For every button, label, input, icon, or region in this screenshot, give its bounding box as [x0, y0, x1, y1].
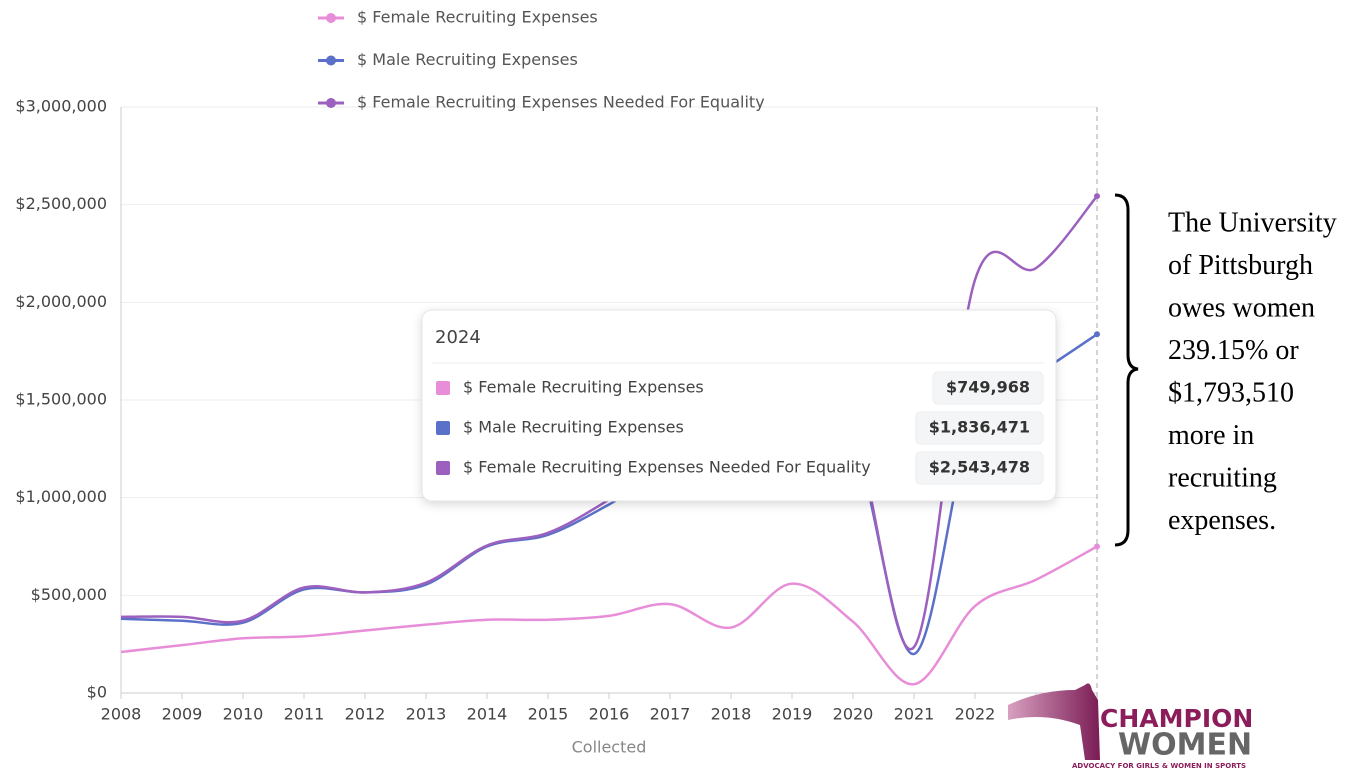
annotation: 239.15% or: [1168, 335, 1299, 366]
tooltip-value: $2,543,478: [929, 458, 1030, 477]
logo-tagline: ADVOCACY FOR GIRLS & WOMEN IN SPORTS: [1072, 762, 1246, 770]
annotation: more in: [1168, 420, 1254, 451]
series-line: [120, 545, 1098, 686]
x-tick-label: 2011: [284, 705, 325, 724]
tooltip-value: $749,968: [946, 378, 1030, 397]
y-tick-label: $2,000,000: [15, 292, 107, 311]
x-tick-label: 2014: [467, 705, 508, 724]
logo-name2: WOMEN: [1118, 728, 1252, 763]
annotation: expenses.: [1168, 505, 1276, 536]
tooltip-swatch: [436, 421, 450, 435]
legend-dot: [326, 98, 336, 108]
annotation: of Pittsburgh: [1168, 250, 1313, 281]
x-tick-label: 2022: [955, 705, 996, 724]
y-tick-label: $500,000: [31, 585, 107, 604]
x-tick-label: 2019: [772, 705, 813, 724]
x-tick-label: 2009: [162, 705, 203, 724]
annotation: $1,793,510: [1168, 377, 1294, 408]
legend-label: $ Female Recruiting Expenses Needed For …: [357, 93, 765, 112]
y-tick-label: $0: [87, 683, 107, 702]
x-tick-label: 2016: [589, 705, 630, 724]
logo: CHAMPION WOMEN ADVOCACY FOR GIRLS & WOME…: [1008, 683, 1253, 770]
end-point: [1094, 543, 1100, 550]
tooltip-swatch: [436, 461, 450, 475]
tooltip-label: $ Female Recruiting Expenses Needed For …: [463, 458, 871, 477]
y-tick-label: $3,000,000: [15, 97, 107, 116]
tooltip: 2024 $ Female Recruiting Expenses $749,968…: [421, 309, 1057, 502]
x-tick-label: 2015: [528, 705, 569, 724]
tooltip-value-bg: [915, 451, 1044, 485]
plot-area: $0 $500,000 $1,000,000 $1,500,000 $2,000,000…: [15, 97, 1100, 724]
x-tick-label: 2018: [711, 705, 752, 724]
y-tick-label: $2,500,000: [15, 194, 107, 213]
tooltip-label: $ Male Recruiting Expenses: [463, 418, 684, 437]
annotation: recruiting: [1168, 462, 1277, 493]
end-point: [1094, 331, 1100, 338]
x-tick-label: 2017: [650, 705, 691, 724]
x-tick-label: 2012: [345, 705, 386, 724]
y-tick-label: $1,000,000: [15, 487, 107, 506]
end-point: [1094, 193, 1100, 200]
tooltip-value-bg: [932, 371, 1044, 405]
tooltip-swatch: [436, 381, 450, 395]
tooltip-value-bg: [915, 411, 1044, 445]
tooltip-value: $1,836,471: [929, 418, 1030, 437]
annotation: owes women: [1168, 292, 1315, 323]
logo-figure: [1008, 683, 1100, 760]
bracket: [1114, 193, 1139, 547]
legend-dot: [326, 55, 336, 66]
legend-label: $ Female Recruiting Expenses: [357, 8, 598, 27]
tooltip-title: 2024: [435, 327, 481, 348]
logo-name: CHAMPION: [1100, 704, 1253, 733]
x-axis-label: Collected: [572, 738, 647, 757]
annotation: The University: [1168, 207, 1337, 238]
x-tick-label: 2008: [101, 705, 142, 724]
x-tick-label: 2013: [406, 705, 447, 724]
legend-label: $ Male Recruiting Expenses: [357, 50, 578, 69]
x-tick-label: 2020: [833, 705, 874, 724]
y-tick-label: $1,500,000: [15, 390, 107, 409]
tooltip-box: [421, 309, 1057, 502]
x-tick-label: 2021: [894, 705, 935, 724]
legend-dot: [326, 13, 336, 23]
tooltip-label: $ Female Recruiting Expenses: [463, 378, 704, 397]
x-tick-label: 2010: [223, 705, 264, 724]
